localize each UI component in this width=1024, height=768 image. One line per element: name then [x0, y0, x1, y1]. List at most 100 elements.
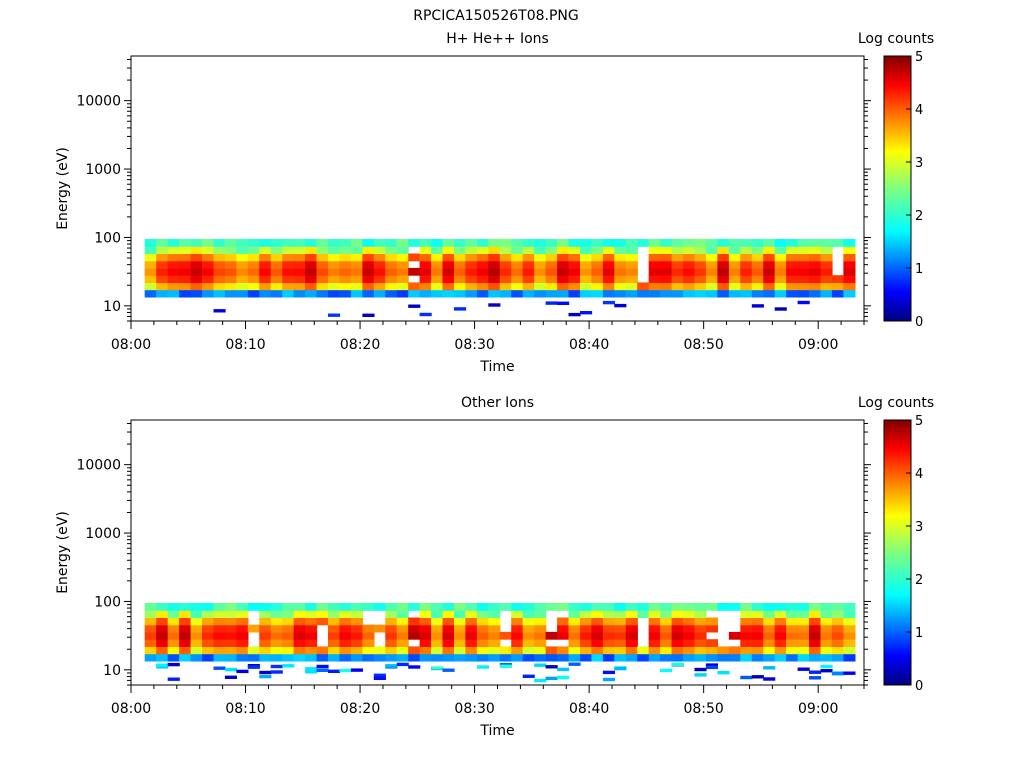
heatmap-cell	[202, 246, 215, 254]
heatmap-cell	[408, 603, 421, 611]
heatmap-cell	[213, 610, 226, 618]
heatmap-cell	[683, 603, 696, 611]
heatmap-cell	[236, 289, 249, 298]
heatmap-cell	[396, 253, 409, 262]
heatmap-cell	[385, 624, 398, 633]
heatmap-cell	[774, 639, 787, 647]
heatmap-cell	[316, 668, 329, 672]
heatmap-cell	[728, 246, 741, 254]
heatmap-cell	[350, 253, 363, 262]
heatmap-cell	[488, 275, 501, 283]
heatmap-cell	[831, 289, 844, 298]
heatmap-cell	[717, 282, 730, 291]
heatmap-cell	[362, 253, 375, 262]
heatmap-cell	[751, 631, 764, 640]
heatmap-cell	[580, 631, 593, 640]
heatmap-cell	[602, 300, 615, 305]
heatmap-cell	[786, 282, 799, 291]
heatmap-cell	[820, 246, 833, 254]
x-axis-label: Time	[479, 359, 514, 375]
heatmap-cell	[373, 282, 386, 291]
heatmap-cell	[557, 646, 570, 655]
heatmap-cell	[683, 624, 696, 633]
heatmap-cell	[465, 275, 478, 283]
heatmap-cell	[488, 610, 501, 618]
heatmap-cell	[522, 282, 535, 291]
heatmap-cell	[454, 246, 467, 254]
heatmap-cell	[213, 639, 226, 647]
heatmap-cell	[602, 610, 615, 618]
heatmap-cell	[179, 253, 192, 262]
heatmap-cell	[648, 275, 661, 283]
colorbar-tick-label: 1	[915, 626, 923, 641]
heatmap-cell	[270, 639, 283, 647]
heatmap-cell	[247, 653, 260, 662]
heatmap-cell	[831, 639, 844, 647]
heatmap-cell	[339, 653, 352, 662]
heatmap-cell	[660, 246, 673, 254]
heatmap-cell	[396, 603, 409, 611]
heatmap-cell	[465, 246, 478, 254]
heatmap-cell	[511, 610, 524, 618]
heatmap-cell	[774, 307, 787, 311]
heatmap-cell	[236, 282, 249, 291]
heatmap-cell	[534, 624, 547, 633]
heatmap-cell	[167, 624, 180, 633]
heatmap-cell	[328, 260, 341, 269]
heatmap-cell	[637, 610, 650, 618]
heatmap-cell	[557, 617, 570, 626]
heatmap-cell	[820, 239, 833, 247]
heatmap-cell	[786, 617, 799, 626]
heatmap-cell	[568, 624, 581, 633]
heatmap-cell	[625, 653, 638, 662]
heatmap-cell	[282, 289, 295, 298]
heatmap-cell	[213, 653, 226, 662]
heatmap-cell	[167, 275, 180, 283]
heatmap-cell	[580, 646, 593, 655]
heatmap-cell	[671, 639, 684, 647]
heatmap-cell	[282, 664, 295, 668]
heatmap-cell	[270, 253, 283, 262]
heatmap-cell	[809, 246, 822, 254]
heatmap-cell	[476, 275, 489, 283]
heatmap-cell	[213, 666, 226, 670]
heatmap-cell	[751, 603, 764, 611]
heatmap-cell	[339, 260, 352, 269]
heatmap-cell	[144, 639, 157, 647]
heatmap-cell	[270, 610, 283, 618]
heatmap-cell	[843, 624, 856, 633]
heatmap-cell	[705, 639, 718, 647]
heatmap-cell	[247, 246, 260, 254]
y-axis-label: Energy (eV)	[55, 147, 71, 230]
heatmap-cell	[648, 289, 661, 298]
heatmap-cell	[534, 282, 547, 291]
heatmap-cell	[660, 610, 673, 618]
x-tick-label: 08:40	[569, 337, 609, 353]
heatmap-cell	[694, 673, 707, 677]
heatmap-cell	[763, 267, 776, 276]
heatmap-cell	[431, 275, 444, 283]
heatmap-cell	[511, 631, 524, 640]
heatmap-cell	[270, 246, 283, 254]
heatmap-cell	[156, 631, 169, 640]
heatmap-cell	[797, 282, 810, 291]
heatmap-cell	[728, 289, 741, 298]
heatmap-cell	[511, 267, 524, 276]
heatmap-cell	[396, 289, 409, 298]
heatmap-cell	[224, 675, 237, 679]
heatmap-cell	[373, 275, 386, 283]
heatmap-cell	[316, 260, 329, 269]
heatmap-cell	[247, 646, 260, 655]
heatmap-cell	[809, 603, 822, 611]
heatmap-cell	[454, 603, 467, 611]
heatmap-cell	[740, 610, 753, 618]
heatmap-cell	[740, 646, 753, 655]
heatmap-cell	[362, 639, 375, 647]
heatmap-cell	[625, 267, 638, 276]
heatmap-cell	[408, 665, 421, 669]
heatmap-cell	[614, 282, 627, 291]
heatmap-cell	[385, 610, 398, 618]
colorbar-tick-label: 3	[915, 520, 923, 535]
heatmap-cell	[259, 653, 272, 662]
heatmap-cell	[316, 664, 329, 669]
